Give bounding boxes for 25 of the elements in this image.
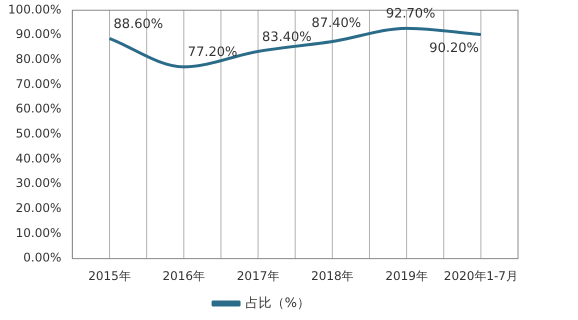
y-tick-label: 50.00% [16, 126, 62, 141]
legend-label: 占比（%） [246, 296, 310, 311]
line-series [108, 26, 482, 68]
y-tick-label: 40.00% [16, 151, 62, 166]
data-label: 88.60% [114, 16, 164, 32]
y-tick-label: 20.00% [16, 201, 62, 216]
y-tick-label: 10.00% [16, 226, 62, 240]
data-label: 92.70% [386, 6, 436, 22]
y-tick-label: 70.00% [16, 76, 62, 91]
x-tick-label: 2016年 [162, 268, 206, 283]
x-tick-label: 2017年 [236, 268, 280, 283]
x-tick-label: 2015年 [88, 268, 131, 283]
y-tick-label: 0.00% [23, 250, 62, 265]
x-tick-label: 2020年1-7月 [444, 268, 518, 283]
y-tick-label: 90.00% [16, 27, 62, 42]
y-tick-label: 30.00% [16, 176, 62, 190]
data-label: 87.40% [312, 16, 362, 31]
data-label: 90.20% [429, 40, 479, 56]
data-label: 77.20% [188, 45, 238, 60]
y-tick-label: 80.00% [16, 52, 62, 66]
y-tick-label: 100.00% [8, 2, 62, 16]
data-label: 83.40% [262, 30, 312, 45]
x-tick-label: 2018年 [311, 268, 354, 283]
x-tick-label: 2019年 [385, 268, 428, 283]
y-tick-label: 60.00% [16, 102, 62, 116]
